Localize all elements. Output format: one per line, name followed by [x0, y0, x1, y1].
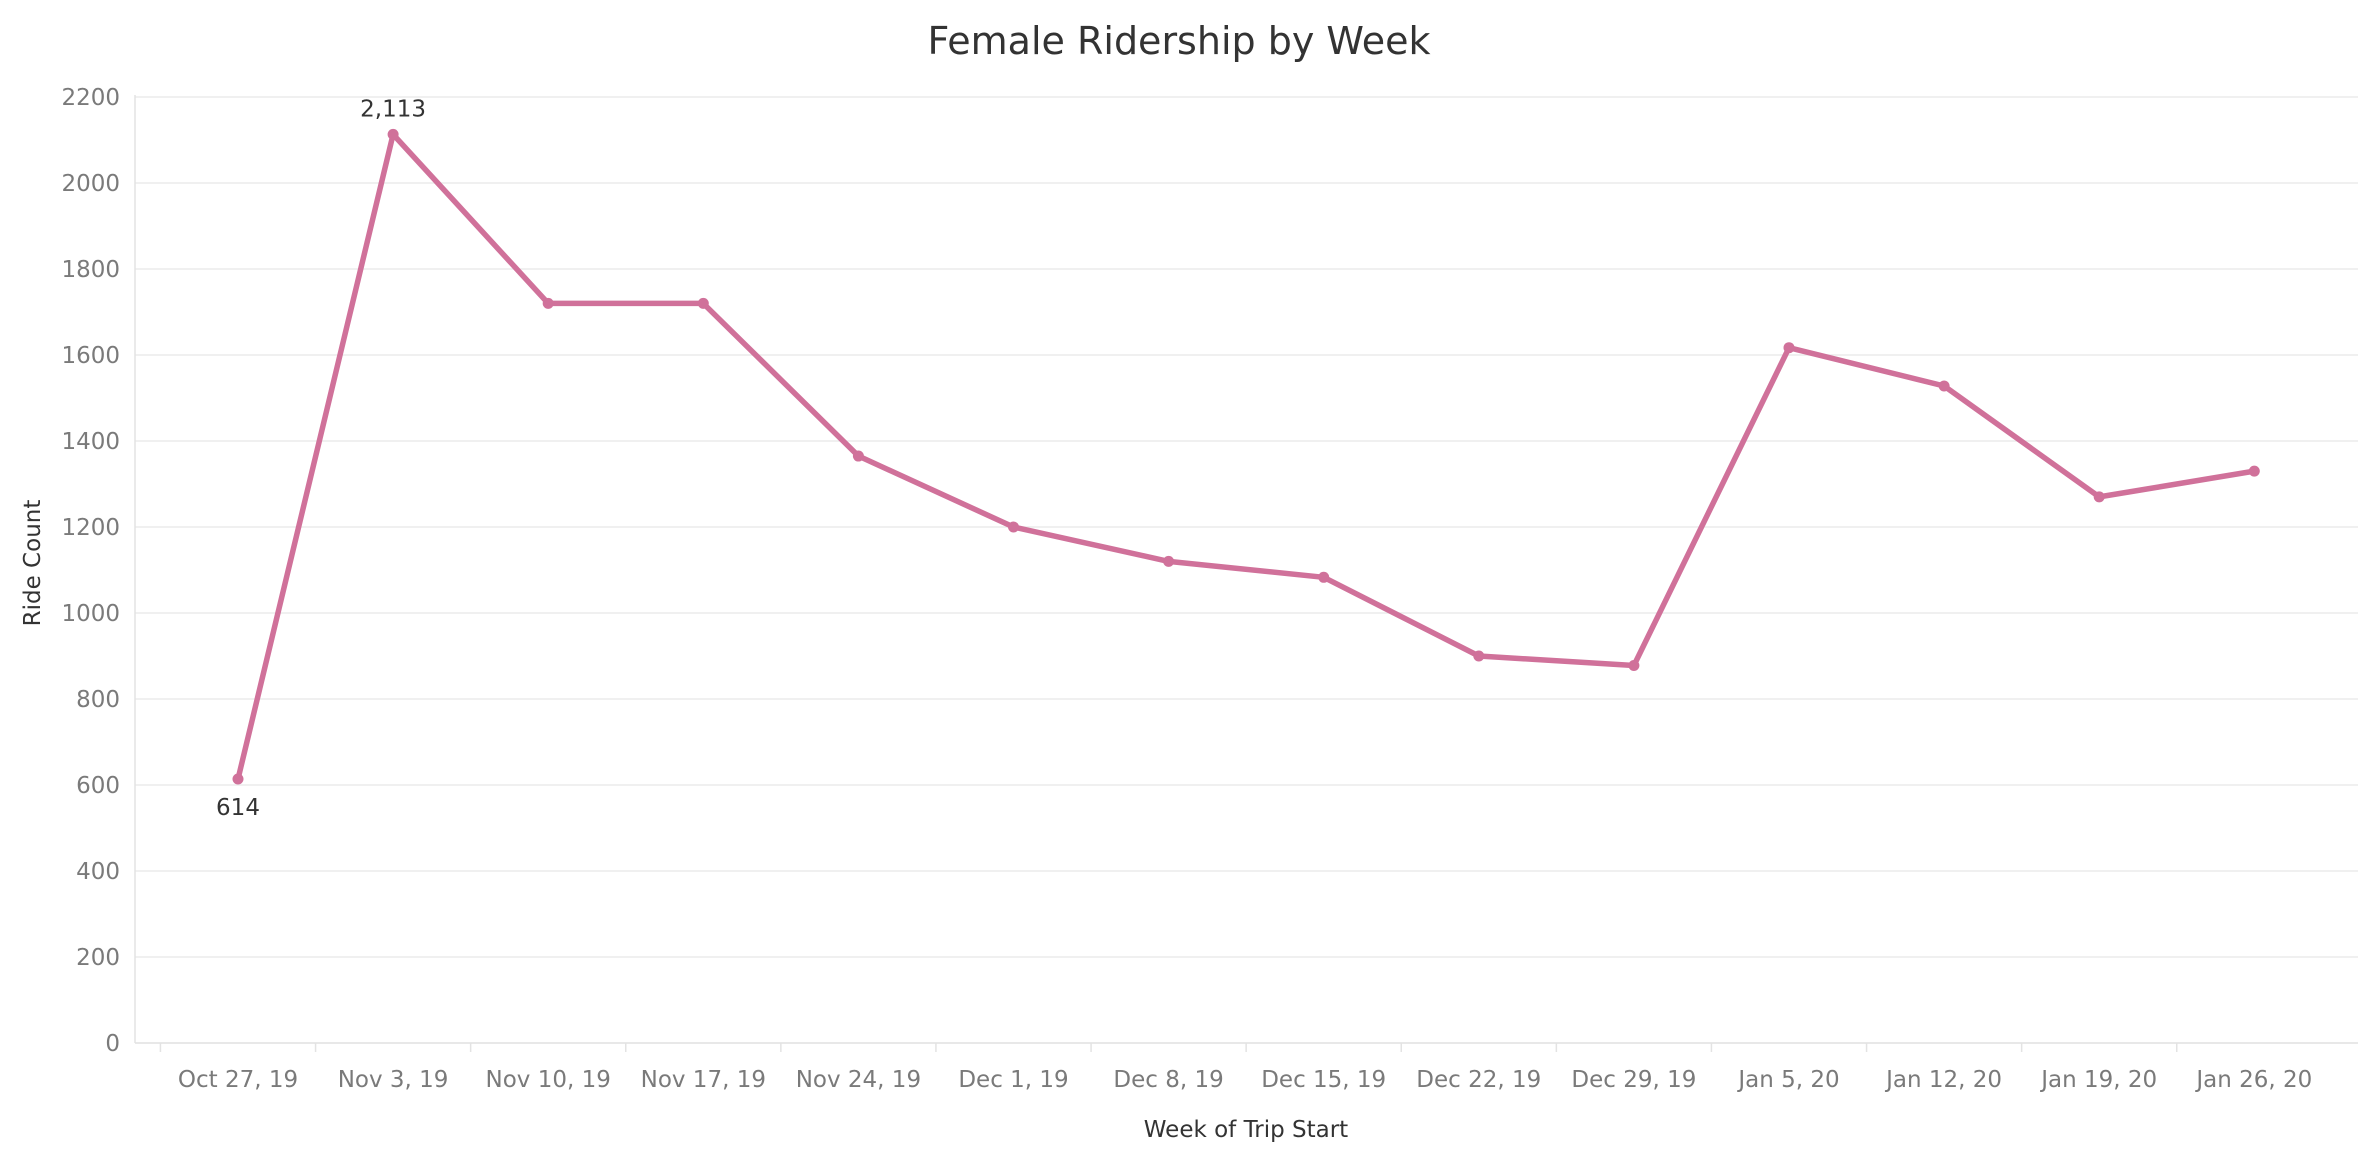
y-tick-label: 400 — [76, 859, 120, 885]
y-tick-label: 800 — [76, 687, 120, 713]
y-tick-label: 600 — [76, 773, 120, 799]
x-tick-label: Jan 12, 20 — [1884, 1067, 2002, 1093]
data-point[interactable] — [2093, 491, 2105, 503]
data-point[interactable] — [1938, 380, 1950, 392]
y-tick-label: 1600 — [61, 343, 120, 369]
data-point[interactable] — [1783, 342, 1795, 354]
data-point[interactable] — [1318, 571, 1330, 583]
data-point[interactable] — [387, 128, 399, 140]
x-tick-label: Dec 15, 19 — [1261, 1067, 1386, 1093]
x-axis-ticks: Oct 27, 19 Nov 3, 19 Nov 10, 19 Nov 17, 19 N… — [159, 1043, 2312, 1093]
y-tick-label: 1400 — [61, 429, 120, 455]
chart-title: Female Ridership by Week — [928, 19, 1431, 63]
y-axis-title: Ride Count — [20, 500, 46, 627]
x-tick-label: Nov 24, 19 — [796, 1067, 921, 1093]
x-tick-label: Nov 17, 19 — [641, 1067, 766, 1093]
x-tick-label: Dec 22, 19 — [1416, 1067, 1541, 1093]
data-point[interactable] — [697, 297, 709, 309]
y-tick-label: 1200 — [61, 515, 120, 541]
y-tick-label: 2000 — [61, 171, 120, 197]
x-tick-label: Jan 19, 20 — [2039, 1067, 2157, 1093]
x-tick-label: Dec 1, 19 — [958, 1067, 1068, 1093]
data-point[interactable] — [2248, 465, 2260, 477]
data-point[interactable] — [1628, 659, 1640, 671]
x-tick-label: Jan 26, 20 — [2194, 1067, 2312, 1093]
data-point[interactable] — [852, 450, 864, 462]
data-label: 2,113 — [360, 96, 426, 122]
y-tick-label: 200 — [76, 945, 120, 971]
data-point[interactable] — [232, 773, 244, 785]
x-tick-label: Dec 29, 19 — [1571, 1067, 1696, 1093]
series-line — [235, 131, 2258, 782]
series-layer — [232, 128, 2260, 785]
y-tick-label: 2200 — [61, 85, 120, 111]
x-axis-title: Week of Trip Start — [1144, 1117, 1348, 1143]
data-point[interactable] — [1008, 521, 1019, 533]
data-point[interactable] — [1473, 650, 1485, 662]
y-tick-label: 1000 — [61, 601, 120, 627]
y-tick-label: 0 — [105, 1031, 120, 1057]
data-point[interactable] — [542, 297, 554, 309]
x-tick-label: Oct 27, 19 — [178, 1067, 298, 1093]
x-tick-label: Nov 10, 19 — [486, 1067, 611, 1093]
x-tick-label: Nov 3, 19 — [338, 1067, 449, 1093]
x-tick-label: Dec 8, 19 — [1113, 1067, 1223, 1093]
y-axis-ticks: 0 200 400 600 800 1000 1200 1400 1600 1800 2000 220… — [61, 85, 120, 1057]
x-tick-label: Jan 5, 20 — [1736, 1067, 1839, 1093]
gridlines — [135, 96, 2358, 1044]
y-tick-label: 1800 — [61, 257, 120, 283]
data-label: 614 — [216, 795, 260, 821]
data-point[interactable] — [1163, 555, 1175, 567]
data-labels: 614 2,113 — [216, 96, 426, 821]
